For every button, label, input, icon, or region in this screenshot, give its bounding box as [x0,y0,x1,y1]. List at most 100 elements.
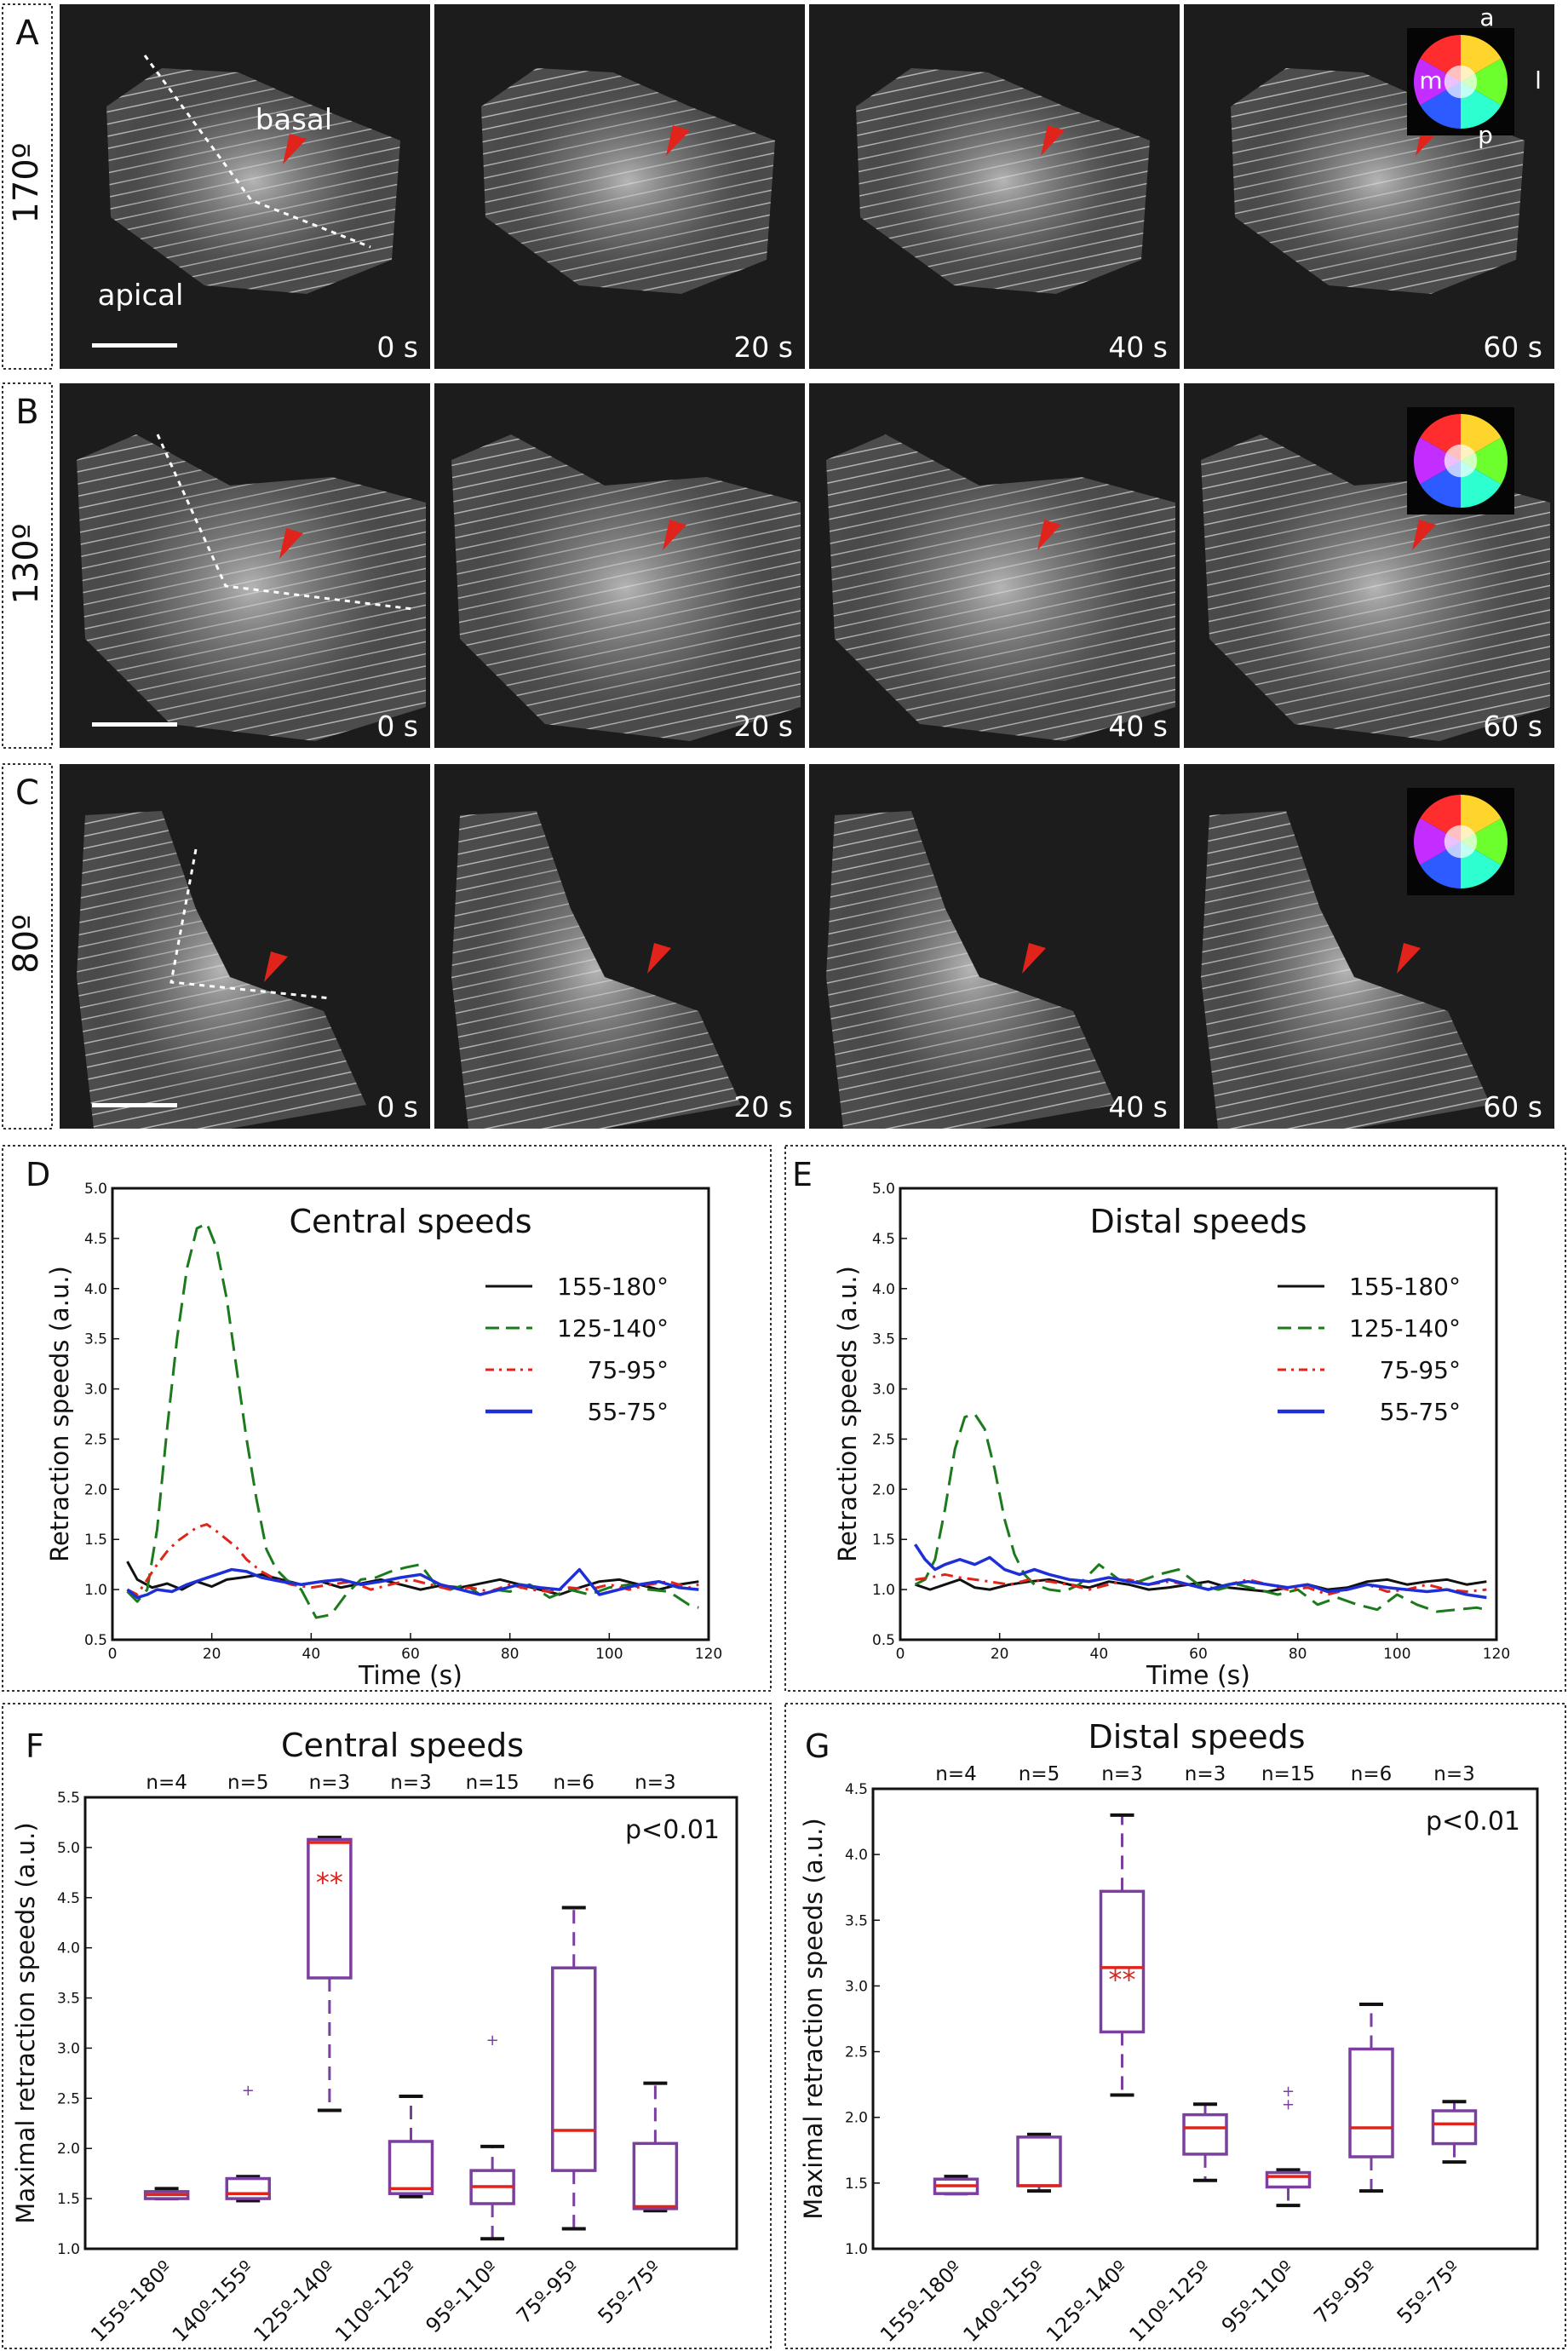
arrowhead-marker [1397,943,1421,974]
arrowhead-marker [666,125,690,156]
series-line-2 [915,1572,1487,1596]
category-label: 140º-155º [168,2256,259,2347]
n-label: n=4 [146,1772,187,1794]
color-wheel-segment [1461,437,1508,485]
legend-label: 155-180° [1349,1273,1461,1301]
plot-frame [871,1787,1539,2250]
arrowhead-marker [663,520,686,550]
x-tick-label: 80 [501,1646,520,1663]
y-axis-label: Maximal retraction speeds (a.u.) [11,1822,40,2223]
panel-frame-f [2,1703,772,2349]
box-2 [1099,1813,1146,2097]
legend-label: 55-75° [588,1398,669,1426]
x-tick-label: 120 [695,1646,722,1663]
x-tick-label: 60 [401,1646,420,1663]
time-label: 40 s [1108,331,1168,364]
x-tick-label: 0 [108,1646,118,1663]
microscopy-image-b-2: 40 s [809,383,1180,748]
time-label: 60 s [1483,331,1542,364]
x-tick-label: 120 [1483,1646,1510,1663]
scale-bar [92,1103,177,1107]
arrowhead-marker [279,528,303,559]
y-tick-label: 1.5 [872,1532,895,1549]
legend-label: 55-75° [1380,1398,1461,1426]
significance-stars: ** [316,1866,343,1899]
box-body [1348,2047,1394,2158]
cell-glow [826,434,1175,741]
y-tick-label: 1.0 [845,2241,868,2258]
y-tick-label: 3.5 [872,1331,895,1348]
category-label: 75º-95º [1309,2256,1381,2328]
color-wheel-label-l: l [1535,66,1542,95]
n-label: n=3 [309,1772,350,1794]
series-line-2 [126,1523,699,1596]
box-4: + [469,2032,515,2241]
time-label: 40 s [1108,1090,1168,1124]
y-tick-label: 3.5 [845,1912,868,1929]
cell-glow [106,68,400,294]
color-wheel-center [1444,444,1478,478]
microscopy-image-a-1: 20 s [434,4,805,369]
n-label: n=4 [935,1763,976,1785]
time-label: 0 s [376,1090,418,1124]
y-tick-label: 5.0 [57,1840,80,1857]
y-tick-label: 2.5 [872,1431,895,1448]
basal-annotation: basal [256,103,332,137]
microscopy-image-c-1: 20 s [434,764,805,1129]
y-tick-label: 1.0 [872,1582,895,1599]
time-label: 20 s [733,331,793,364]
color-wheel-label-p: p [1478,121,1493,149]
chart-title: Central speeds [289,1203,531,1240]
microscopy-grid: 0 s 20 s 40 s 60 s 0 s 20 s 40 s 60 s 0 s 20 s 40 … [60,4,1554,1129]
color-wheel-center [1444,825,1478,859]
time-label: 20 s [733,710,793,743]
chart-title: Distal speeds [1088,1718,1305,1756]
line-chart-d: 0.5 1.0 1.5 2.0 2.5 3.0 3.5 4.0 4.5 5.0 0 20 40 60 80 1… [45,1181,722,1691]
y-tick-label: 2.0 [84,1481,107,1498]
legend-label: 155-180° [557,1273,669,1301]
y-axis-label: Maximal retraction speeds (a.u.) [799,1818,828,2219]
x-tick-label: 60 [1189,1646,1208,1663]
y-axis-label: Retraction speeds (a.u.) [45,1266,74,1562]
outlier-marker: + [1282,2095,1295,2113]
scale-bar [92,343,177,348]
n-label: n=5 [1019,1763,1060,1785]
panel-letter-g: G [805,1727,830,1765]
y-tick-label: 4.5 [84,1231,107,1248]
x-tick-label: 100 [1383,1646,1410,1663]
cell-glow [451,811,741,1129]
x-tick-label: 40 [1090,1646,1109,1663]
y-tick-label: 3.0 [57,2040,80,2057]
n-label: n=3 [390,1772,431,1794]
series-line-3 [914,1543,1487,1600]
category-label: 110º-125º [330,2256,422,2347]
arrowhead-marker [647,943,671,974]
legend-label: 125-140° [1349,1314,1461,1342]
outlier-marker: + [1282,2083,1295,2101]
y-tick-label: 1.0 [84,1582,107,1599]
y-tick-label: 4.0 [845,1847,868,1864]
panel-letter-c: C [15,773,39,813]
box-chart-g: 1.0 1.5 2.0 2.5 3.0 3.5 4.0 4.5 n=4 155º-180º n=5 1… [799,1718,1539,2347]
box-body [225,2176,271,2200]
microscopy-image-b-0: 0 s [60,383,430,748]
y-tick-label: 0.5 [84,1632,107,1649]
category-label: 155º-180º [86,2256,177,2347]
panel-frame-d [2,1145,772,1692]
arrowhead-marker [1037,520,1061,550]
time-label: 40 s [1108,710,1168,743]
plot-frame [899,1187,1498,1641]
time-label: 20 s [733,1090,793,1124]
box-3 [1182,2102,1228,2182]
y-tick-label: 0.5 [872,1632,895,1649]
cell-glow [826,811,1116,1129]
x-tick-label: 100 [595,1646,623,1663]
y-tick-label: 1.5 [57,2191,80,2208]
box-5 [551,1906,597,2231]
color-wheel-segment [1414,437,1461,485]
panel-frame-e [784,1145,1566,1692]
n-label: n=5 [227,1772,268,1794]
n-label: n=15 [1261,1763,1315,1785]
x-tick-label: 0 [896,1646,905,1663]
angle-guide-line [169,848,331,1000]
